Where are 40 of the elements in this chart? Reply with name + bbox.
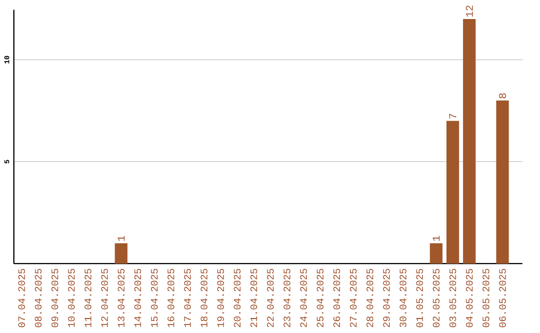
bar — [496, 100, 509, 264]
data-label: 1 — [118, 236, 125, 241]
x-tick-label: 28.04.2025 — [366, 268, 374, 328]
x-tick-label: 20.04.2025 — [234, 268, 241, 328]
data-label: 8 — [498, 93, 506, 98]
x-tick-label: 06.05.2025 — [499, 268, 506, 328]
x-tick-label: 09.04.2025 — [51, 268, 58, 328]
data-label: 7 — [449, 114, 456, 118]
x-tick-label: 21.04.2025 — [250, 268, 258, 328]
x-tick-label: 23.04.2025 — [284, 268, 290, 328]
x-tick-label: 02.05.2025 — [432, 268, 440, 328]
bar — [114, 243, 128, 264]
x-tick-label: 27.04.2025 — [350, 268, 357, 328]
x-tick-label: 01.05.2025 — [416, 268, 423, 328]
x-tick-label: 30.04.2025 — [400, 268, 406, 328]
x-tick-label: 19.04.2025 — [217, 268, 224, 327]
x-tick-label: 24.04.2025 — [300, 268, 307, 328]
data-label: 12 — [466, 6, 473, 17]
x-tick-label: 26.04.2025 — [333, 268, 340, 328]
x-tick-label: 08.04.2025 — [34, 268, 42, 328]
x-tick-label: 29.04.2025 — [383, 268, 390, 328]
x-tick-label: 11.04.2025 — [84, 268, 92, 327]
x-tick-label: 17.04.2025 — [184, 268, 191, 327]
x-tick-label: 15.04.2025 — [150, 268, 158, 327]
bar — [430, 243, 442, 264]
x-tick-label: 22.04.2025 — [267, 268, 274, 328]
x-tick-label: 07.04.2025 — [18, 268, 26, 328]
data-label: 1 — [432, 236, 440, 241]
x-tick-label: 10.04.2025 — [68, 268, 75, 327]
x-tick-label: 13.04.2025 — [118, 268, 125, 327]
x-tick-label: 03.05.2025 — [449, 268, 456, 328]
x-tick-label: 14.04.2025 — [134, 268, 142, 327]
x-tick-label: 16.04.2025 — [168, 268, 174, 327]
x-tick-label: 05.05.2025 — [482, 268, 490, 328]
bar — [446, 120, 460, 264]
x-tick-label: 04.05.2025 — [466, 268, 473, 328]
bar — [463, 18, 476, 264]
x-tick-label: 18.04.2025 — [200, 268, 208, 327]
x-tick-label: 25.04.2025 — [316, 268, 324, 328]
x-tick-label: 12.04.2025 — [101, 268, 108, 327]
